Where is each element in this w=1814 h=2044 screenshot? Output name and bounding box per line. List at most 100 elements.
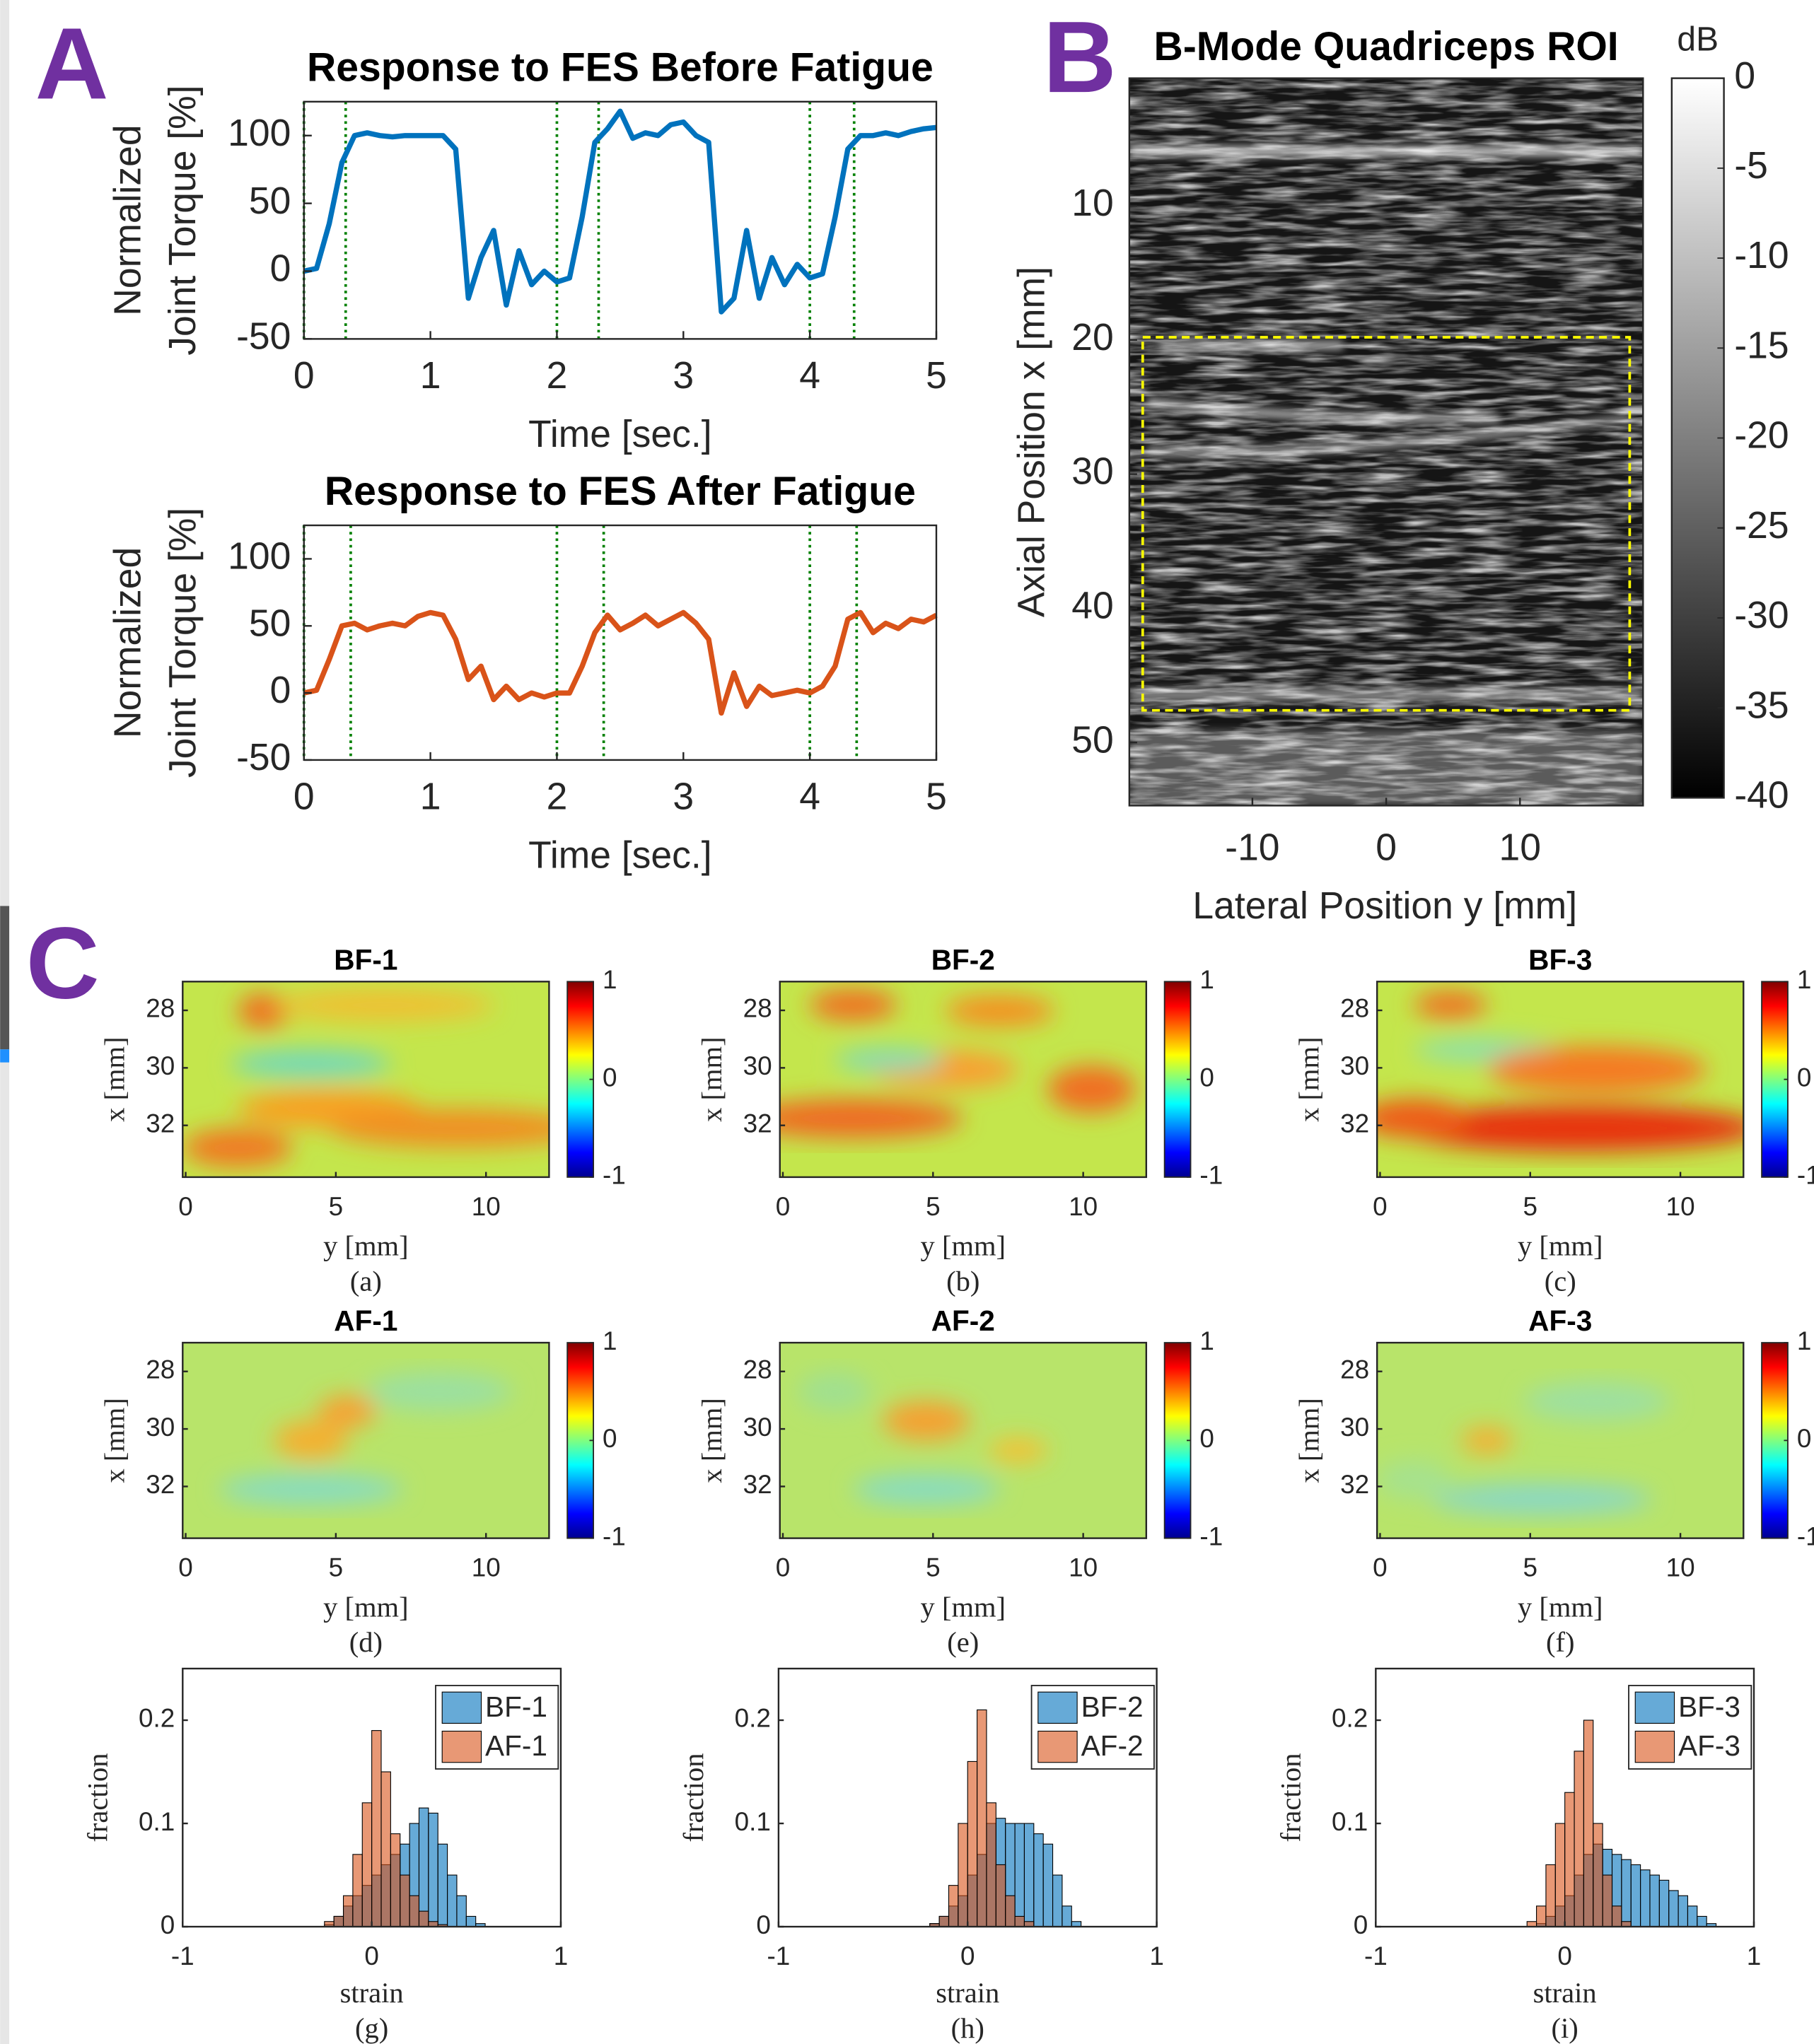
colorbar-tick-label: -30: [1734, 595, 1789, 636]
chart-title: BF-1: [334, 943, 397, 976]
y-tick-label: 32: [146, 1470, 175, 1499]
colorbar: [1163, 981, 1192, 1178]
chart-title: BF-3: [1528, 943, 1592, 976]
heatmap-blob: [1461, 1426, 1513, 1454]
heatmap-field: [1377, 981, 1744, 1177]
histogram-bar: [995, 1864, 1006, 1927]
caption: (b): [946, 1265, 979, 1297]
series-line: [303, 609, 938, 716]
y-tick-label: 28: [1340, 994, 1369, 1023]
colorbar-tick-label: -1: [1797, 1161, 1814, 1190]
x-tick-label: 0: [776, 1192, 791, 1221]
edge-accent: [0, 1049, 10, 1063]
axes-frame: [303, 524, 938, 761]
y-tick-label: 0.2: [735, 1704, 771, 1733]
y-tick-label: 28: [146, 1355, 175, 1384]
x-tick-label: 5: [926, 1553, 941, 1582]
y-axis-label: fraction: [678, 1753, 709, 1842]
x-axis-label: Time [sec.]: [528, 414, 711, 455]
colorbar-tick-label: -1: [603, 1161, 626, 1190]
histogram-bar: [1678, 1895, 1688, 1927]
x-tick-label: 5: [926, 776, 947, 817]
heatmap-blob: [274, 1420, 348, 1460]
legend-label: BF-3: [1678, 1690, 1740, 1723]
x-tick-label: 0: [293, 776, 315, 817]
histogram-bar: [333, 1915, 344, 1927]
histogram-bar: [1042, 1843, 1054, 1927]
histogram-bar: [1697, 1915, 1707, 1927]
colorbar: [1670, 77, 1725, 799]
x-tick-label: -1: [171, 1941, 194, 1970]
colorbar-tick-label: -35: [1734, 684, 1789, 726]
caption: (h): [951, 2012, 984, 2044]
series-line: [303, 108, 937, 315]
axes-frame: [182, 1341, 550, 1539]
x-axis-label: y [mm]: [921, 1230, 1006, 1262]
heatmap-blob: [835, 1048, 945, 1072]
chart-title: Response to FES After Fatigue: [325, 469, 916, 514]
histogram-bar: [465, 1915, 477, 1927]
y-tick-label: 100: [228, 112, 291, 154]
legend-label: AF-1: [485, 1729, 547, 1762]
heatmap-blob: [989, 1438, 1047, 1462]
heatmap-blob: [329, 1109, 550, 1148]
histogram-bar: [977, 1709, 987, 1927]
heatmap-blob: [1487, 1046, 1707, 1093]
colorbar-tick-label: -5: [1734, 145, 1768, 187]
histogram-bar: [456, 1895, 467, 1927]
histogram-bar: [371, 1730, 382, 1927]
heatmap-field: [779, 1343, 1146, 1538]
y-tick-label: 0: [756, 1910, 771, 1939]
colorbar-tick-label: 0: [1797, 1063, 1812, 1092]
histogram-bar: [1602, 1874, 1613, 1927]
histogram-bar: [1611, 1905, 1622, 1927]
colorbar: [1761, 1342, 1789, 1539]
histogram-bar: [1062, 1905, 1072, 1927]
x-axis-label: y [mm]: [921, 1591, 1006, 1623]
histogram-bar: [1687, 1905, 1698, 1927]
y-tick-label: 0: [161, 1910, 175, 1939]
x-tick-label: 5: [329, 1192, 344, 1221]
heatmap-blob: [944, 995, 1055, 1027]
y-tick-label: 32: [1340, 1109, 1369, 1138]
heatmap-base: [182, 1343, 550, 1538]
x-tick-label: 2: [547, 776, 568, 817]
colorbar-tick-label: 1: [1199, 965, 1214, 994]
y-tick-label: 0.2: [139, 1704, 175, 1733]
heatmap-blob: [853, 1473, 1000, 1505]
x-tick-label: 5: [1523, 1553, 1538, 1582]
histogram-bar: [1014, 1823, 1025, 1927]
y-tick-label: 28: [1340, 1355, 1369, 1384]
colorbar-tick-label: -15: [1734, 325, 1789, 366]
histogram-bar: [1574, 1751, 1584, 1927]
y-axis-label: fraction: [1274, 1753, 1306, 1842]
histogram-bar: [447, 1874, 458, 1927]
colorbar-tick-label: 1: [603, 965, 617, 994]
histogram-bar: [967, 1760, 978, 1927]
histogram-bar: [1554, 1823, 1566, 1927]
heatmap-blob: [1377, 1460, 1450, 1500]
x-tick-label: 10: [1666, 1553, 1695, 1582]
y-tick-label: 30: [146, 1413, 175, 1442]
y-axis-label: Axial Position x [mm]: [1011, 267, 1052, 617]
colorbar-tick-label: 0: [1734, 55, 1755, 97]
x-tick-label: 10: [1069, 1192, 1098, 1221]
y-tick-label: 10: [1071, 182, 1113, 224]
heatmap-blobs: [1377, 1382, 1670, 1515]
heatmap-blob: [809, 989, 897, 1021]
x-tick-label: 10: [472, 1192, 501, 1221]
ultrasound-image: [1129, 78, 1644, 806]
y-axis-label: Joint Torque [%]: [162, 85, 204, 355]
legend-label: AF-2: [1081, 1729, 1144, 1762]
histogram-bar: [1583, 1719, 1594, 1927]
legend-swatch: [1634, 1730, 1675, 1763]
y-tick-label: 30: [1340, 1051, 1369, 1080]
y-tick-label: 50: [249, 180, 291, 222]
x-tick-label: 3: [673, 776, 694, 817]
y-tick-label: 40: [1071, 585, 1113, 627]
y-tick-label: 32: [1340, 1470, 1369, 1499]
axes-frame: [182, 981, 550, 1179]
histogram-bar: [948, 1885, 959, 1927]
heatmap-blob: [1413, 991, 1487, 1019]
histogram-bar: [938, 1915, 950, 1927]
